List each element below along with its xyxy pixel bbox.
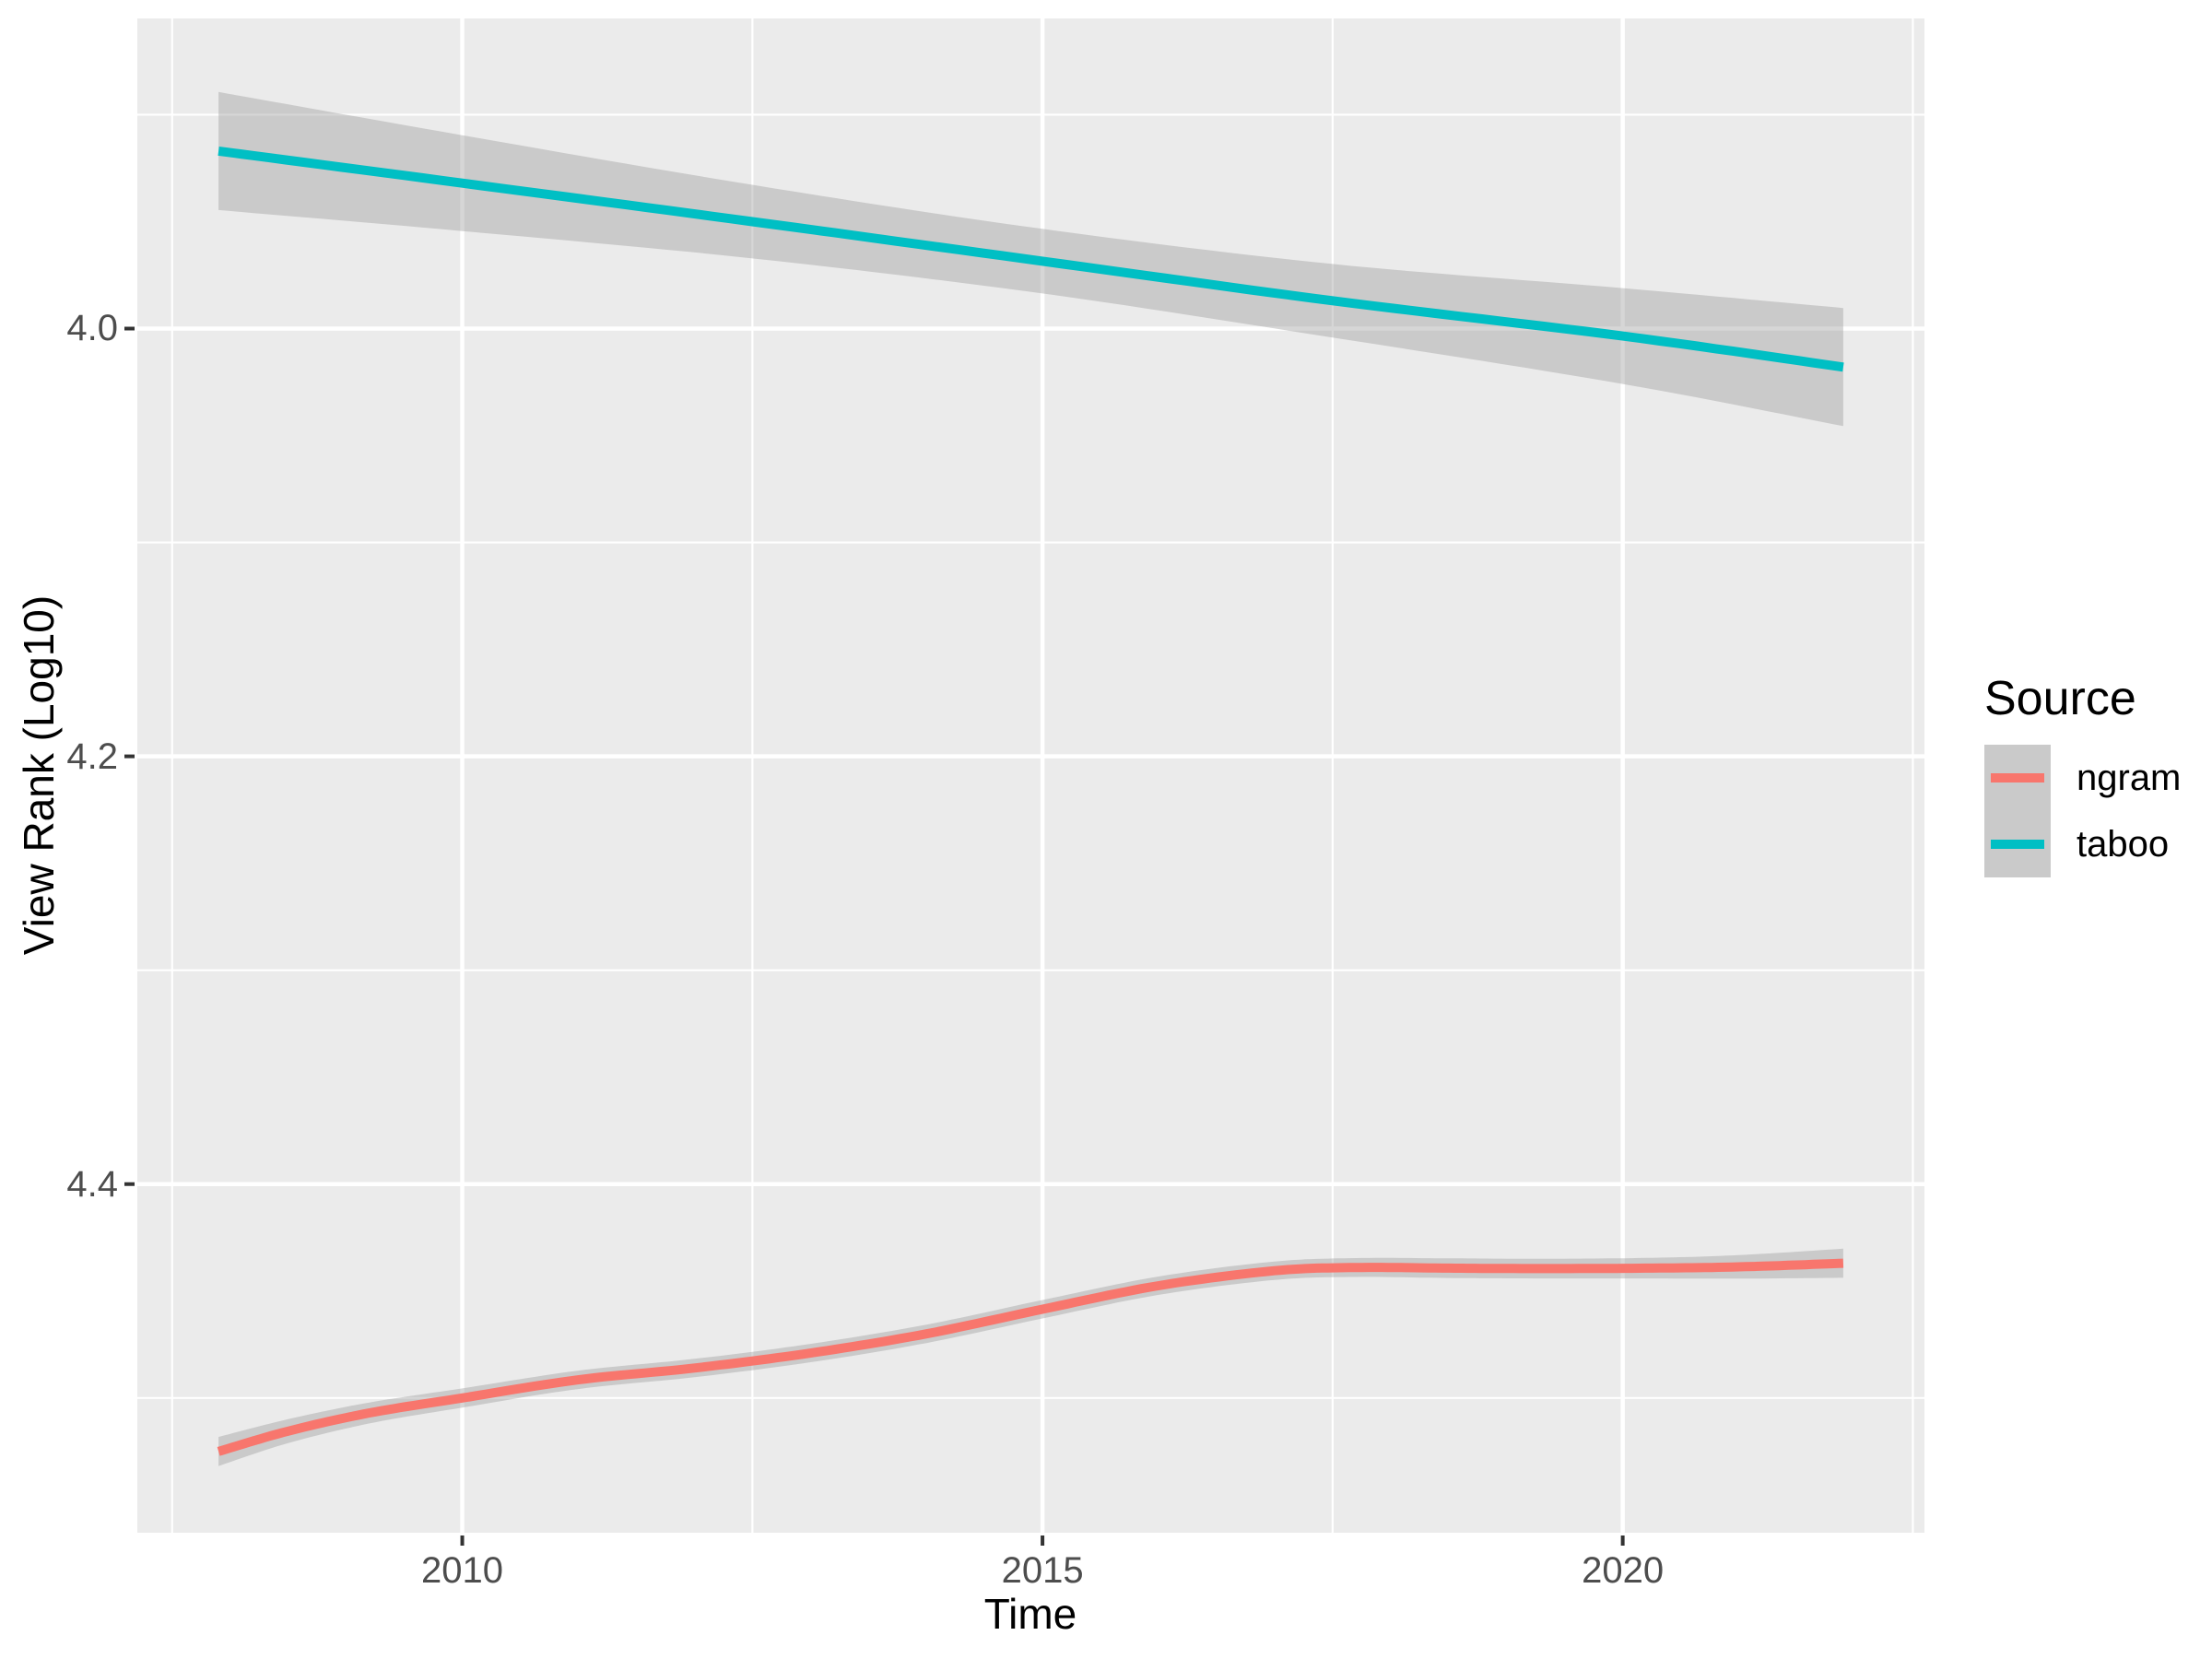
legend-key-label: taboo xyxy=(2077,823,2170,865)
y-tick-label: 4.4 xyxy=(66,1163,118,1205)
panel-background xyxy=(137,18,1924,1533)
x-tick-label: 2010 xyxy=(421,1550,504,1591)
legend-key-label: ngram xyxy=(2077,757,2182,798)
x-tick-label: 2020 xyxy=(1582,1550,1665,1591)
legend-key-line-icon xyxy=(1991,773,2044,782)
y-axis-title: View Rank (Log10) xyxy=(15,594,63,956)
y-tick-label: 4.0 xyxy=(66,308,118,349)
taboo-line xyxy=(218,146,1844,372)
x-axis-title: Time xyxy=(983,1590,1077,1638)
ngram-line xyxy=(217,1258,1844,1456)
y-tick-label: 4.2 xyxy=(66,735,118,777)
legend-key-swatch xyxy=(1984,811,2051,877)
legend: Source ngram taboo xyxy=(1984,675,2181,877)
legend-entry-ngram: ngram xyxy=(1984,745,2181,811)
legend-title: Source xyxy=(1984,672,2136,725)
legend-entry-taboo: taboo xyxy=(1984,811,2181,877)
legend-key-line-icon xyxy=(1991,840,2044,849)
legend-key-swatch xyxy=(1984,745,2051,811)
x-tick-label: 2015 xyxy=(1001,1550,1084,1591)
legend-keys: ngram taboo xyxy=(1984,745,2181,877)
